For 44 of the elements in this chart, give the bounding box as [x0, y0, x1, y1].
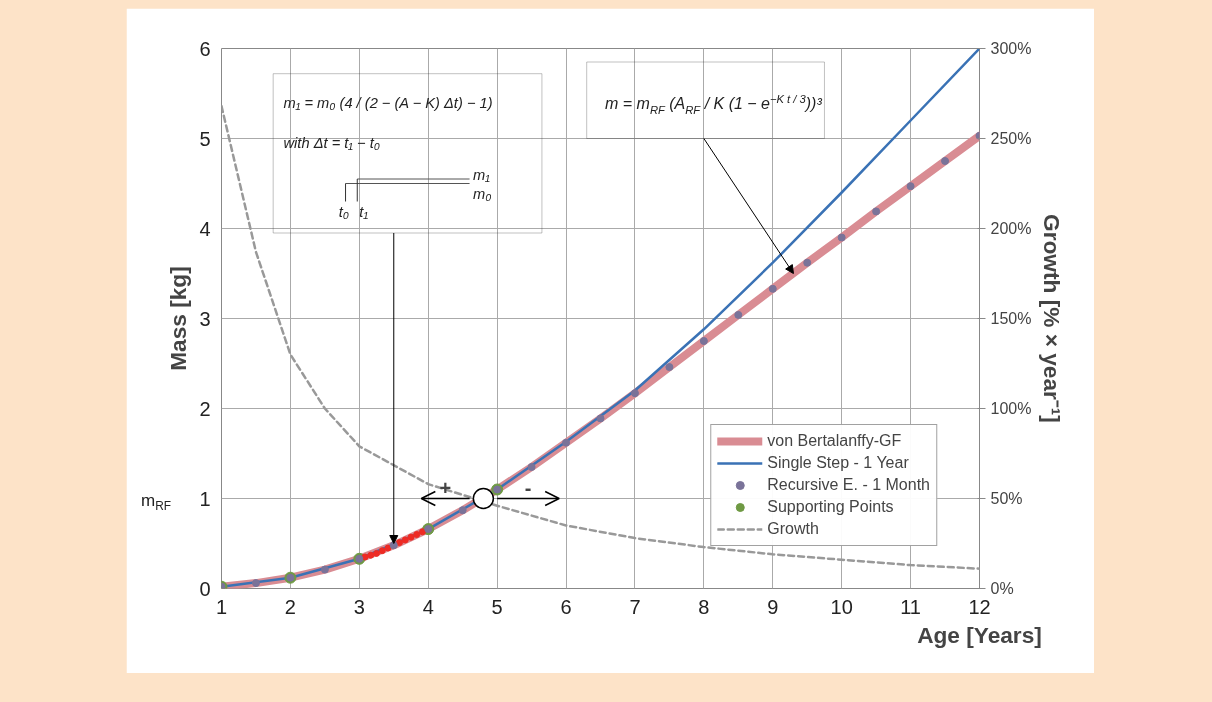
x-tick-label: 8 [698, 595, 710, 618]
legend-label: Supporting Points [767, 498, 894, 516]
y-tick-label: 5 [199, 127, 211, 150]
y2-tick-label: 0% [990, 580, 1014, 597]
y-tick-label: 6 [199, 37, 211, 60]
y-tick-label: 1 [199, 487, 211, 510]
annotation: t₁ [359, 204, 369, 221]
x-tick-label: 3 [353, 595, 365, 618]
text: m$_{RF}$ [141, 490, 172, 516]
x-tick-label: 1 [215, 595, 228, 618]
annotation: m₁ [473, 166, 491, 183]
y2-tick-label: 100% [990, 400, 1032, 417]
annotation: t₀ [338, 204, 349, 221]
annotation: with Δt = t₁ − t₀ [283, 135, 380, 151]
legend-label: Single Step - 1 Year [767, 454, 909, 472]
x-tick-label: 12 [968, 595, 991, 618]
x-tick-label: 6 [560, 595, 572, 618]
x-tick-label: 11 [900, 595, 921, 618]
y2-tick-label: 150% [990, 310, 1032, 327]
x-tick-label: 9 [767, 595, 779, 618]
annotation: - [524, 476, 532, 499]
x-tick-label: 5 [491, 595, 503, 618]
y-tick-label: 4 [199, 217, 211, 240]
y2-tick-label: 200% [990, 220, 1032, 237]
legend-label: von Bertalanffy-GF [767, 432, 902, 450]
y2-axis-title: Growth [% × year⁻¹] [1039, 214, 1066, 423]
y-tick-label: 0 [199, 577, 211, 600]
legend-label: Recursive E. - 1 Month [767, 476, 930, 494]
x-axis-title: Age [Years] [917, 621, 1042, 648]
y2-tick-label: 250% [990, 130, 1032, 147]
annotation: m₁ = m₀ (4 / (2 − (A − K) Δt) − 1) [283, 94, 493, 111]
y2-tick-label: 50% [990, 490, 1023, 507]
legend-label: Growth [767, 520, 819, 538]
x-tick-label: 4 [422, 595, 434, 618]
y-axis-title: Mass [kg] [165, 266, 192, 371]
annotation: + [439, 476, 452, 499]
annotation: m = m$_{RF}$ (A$_{RF}$ / K (1 − e$^{−K t / 3}$))³ [605, 92, 822, 118]
x-tick-label: 2 [284, 595, 296, 618]
x-tick-label: 7 [629, 595, 641, 618]
x-tick-label: 10 [830, 595, 853, 618]
y-tick-label: 3 [199, 307, 211, 330]
y2-tick-label: 300% [990, 40, 1032, 57]
annotation: m₀ [473, 186, 492, 203]
y-tick-label: 2 [199, 397, 211, 420]
